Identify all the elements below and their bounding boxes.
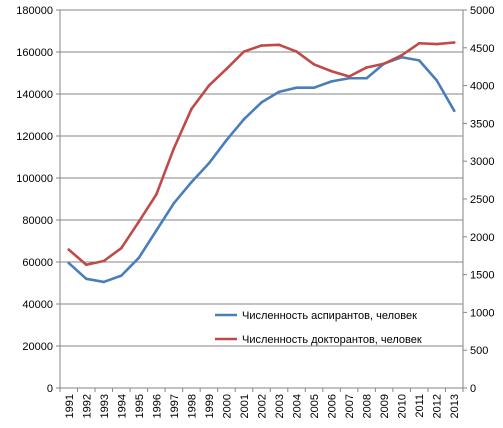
data-point <box>417 59 421 62</box>
gridlines <box>60 9 463 347</box>
x-axis-tick-label: 2001 <box>239 394 251 418</box>
left-axis-tick-label: 80000 <box>22 215 53 227</box>
data-point <box>417 41 421 45</box>
data-point <box>382 62 386 65</box>
data-point <box>295 50 298 53</box>
x-axis-tick-label: 2002 <box>257 394 269 418</box>
data-point <box>155 229 158 232</box>
data-point <box>365 66 368 69</box>
data-point <box>277 90 281 94</box>
right-axis-tick-label: 5000 <box>470 5 494 17</box>
x-axis-tick-label: 1997 <box>169 394 181 418</box>
series-lines <box>67 41 456 284</box>
x-axis-tick-label: 2010 <box>397 394 409 418</box>
left-axis-tick-label: 100000 <box>16 173 53 185</box>
series-line-2 <box>67 41 456 267</box>
x-axis-tick-label: 2000 <box>221 394 233 418</box>
data-point <box>155 193 158 196</box>
x-axis-ticks: 1991 1992 1993 1994 1995 1996 1997 1998 1999 2000… <box>64 394 461 418</box>
left-axis-tick-label: 60000 <box>22 257 53 269</box>
x-axis-tick-label: 2011 <box>414 394 426 418</box>
x-axis-tick-label: 1999 <box>204 394 216 418</box>
left-axis-tick-label: 0 <box>47 383 53 395</box>
right-axis-tick-label: 500 <box>470 345 488 357</box>
data-point <box>277 43 281 47</box>
x-axis-tick-label: 2004 <box>292 394 304 418</box>
right-axis-tick-label: 3000 <box>470 156 494 168</box>
data-point <box>435 79 439 82</box>
data-point <box>400 54 403 57</box>
data-point <box>260 44 263 47</box>
right-axis-tick-label: 3500 <box>470 118 494 130</box>
left-axis-ticks: 0 20000 40000 60000 80000 100000 120000 140000 1… <box>16 5 53 395</box>
left-axis-tick-label: 160000 <box>16 47 53 59</box>
x-axis-tick-label: 2008 <box>362 394 374 418</box>
data-point <box>312 86 316 89</box>
data-point <box>225 67 228 71</box>
left-axis-tick-label: 120000 <box>16 131 53 143</box>
data-point <box>242 117 246 121</box>
data-point <box>137 256 141 260</box>
series-line-1 <box>67 55 456 284</box>
data-point <box>67 261 71 265</box>
data-point <box>347 75 351 78</box>
right-axis-tick-label: 1000 <box>470 307 494 319</box>
left-axis-tick-label: 140000 <box>16 89 53 101</box>
x-axis-tick-label: 2006 <box>327 394 339 418</box>
x-axis-tick-label: 1998 <box>186 394 198 418</box>
data-point <box>260 101 263 104</box>
right-axis-tick-label: 2000 <box>470 232 494 244</box>
data-point <box>102 259 106 263</box>
left-axis-tick-label: 180000 <box>16 5 53 17</box>
right-axis-tick-label: 2500 <box>470 194 494 206</box>
x-axis-tick-label: 2005 <box>309 394 321 418</box>
data-point <box>365 76 368 80</box>
x-axis-tick-label: 2003 <box>274 394 286 418</box>
left-axis-tick-label: 20000 <box>22 341 53 353</box>
data-point <box>102 280 106 284</box>
data-point <box>207 84 211 87</box>
left-axis-tick-label: 40000 <box>22 299 53 311</box>
right-axis-tick-label: 4500 <box>470 43 494 55</box>
data-point <box>84 277 88 281</box>
data-point <box>225 138 228 142</box>
data-point <box>172 201 176 205</box>
data-point <box>242 50 246 53</box>
data-point <box>312 63 316 66</box>
right-axis-tick-label: 4000 <box>470 81 494 93</box>
x-axis-tick-label: 1993 <box>99 394 111 418</box>
data-point <box>120 274 123 277</box>
data-point <box>330 80 333 83</box>
legend-label-2: Численность докторантов, человек <box>242 334 422 346</box>
data-point <box>207 162 211 165</box>
data-point <box>120 246 123 250</box>
x-axis-tick-label: 2012 <box>432 394 444 418</box>
x-axis-tick-label: 1994 <box>116 394 128 418</box>
data-point <box>190 180 193 184</box>
data-point <box>67 248 71 251</box>
data-point <box>137 220 141 223</box>
right-axis-tick-label: 0 <box>470 383 476 395</box>
data-point <box>190 107 193 111</box>
x-axis-tick-label: 1996 <box>151 394 163 418</box>
axes <box>56 9 467 392</box>
x-axis-tick-label: 2009 <box>379 394 391 418</box>
data-point <box>452 41 456 44</box>
legend-label-1: Численность аспирантов, человек <box>242 310 417 322</box>
data-point <box>84 263 88 267</box>
data-point <box>330 69 333 73</box>
legend: Численность аспирантов, человек Численнос… <box>215 310 422 346</box>
right-axis-ticks: 0 500 1000 1500 2000 2500 3000 3500 4000 4500 5000 <box>470 5 494 395</box>
data-point <box>435 42 439 46</box>
data-point <box>295 86 298 89</box>
x-axis-tick-label: 2013 <box>449 394 461 418</box>
right-axis-tick-label: 1500 <box>470 270 494 282</box>
x-axis-tick-label: 2007 <box>344 394 356 418</box>
data-point <box>452 109 456 113</box>
data-point <box>172 147 176 150</box>
x-axis-tick-label: 1992 <box>81 394 93 418</box>
x-axis-tick-label: 1991 <box>64 394 76 418</box>
x-axis-tick-label: 1995 <box>134 394 146 418</box>
